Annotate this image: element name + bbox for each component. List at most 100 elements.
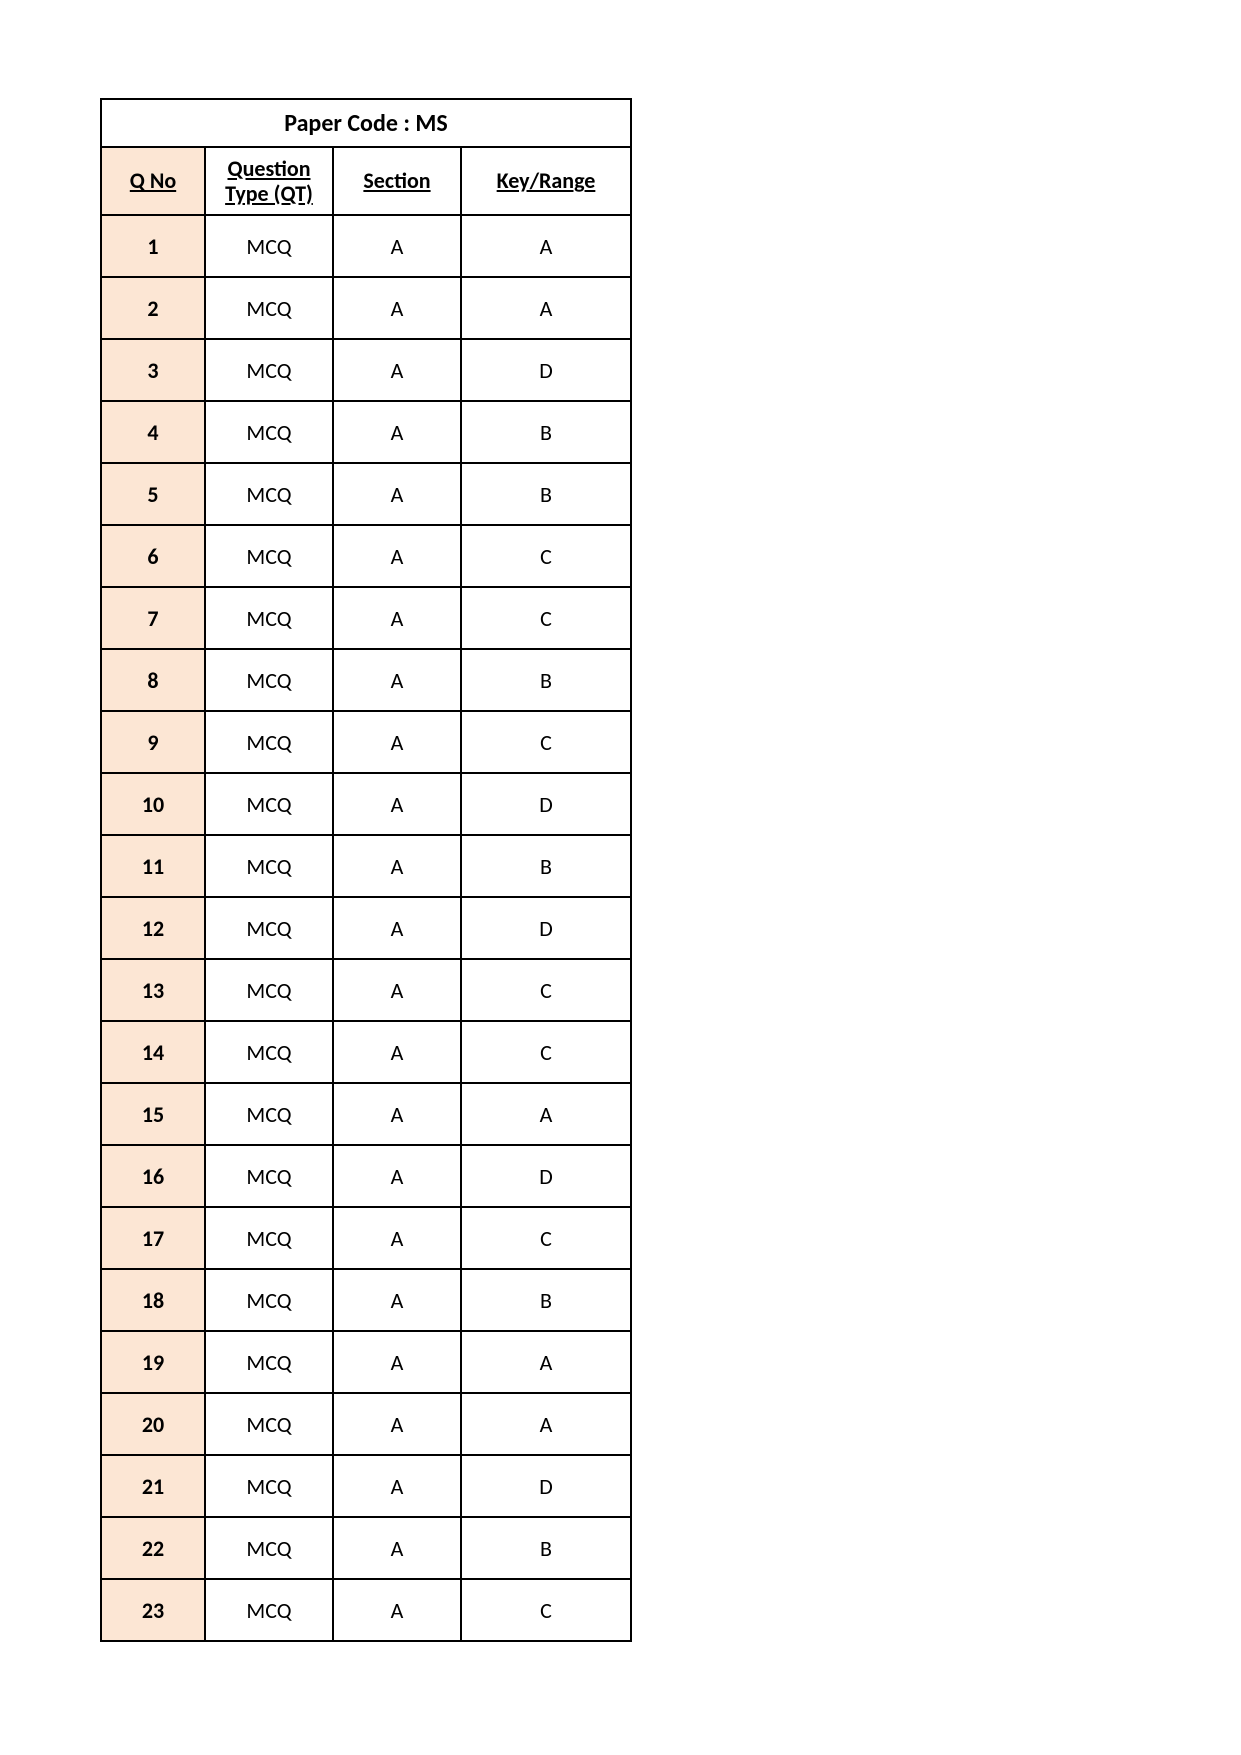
table-row: 4MCQAB [101, 401, 631, 463]
cell-qt: MCQ [205, 1331, 333, 1393]
cell-qno: 14 [101, 1021, 205, 1083]
cell-qt: MCQ [205, 1393, 333, 1455]
table-row: 12MCQAD [101, 897, 631, 959]
cell-section: A [333, 463, 461, 525]
cell-qno: 6 [101, 525, 205, 587]
table-row: 10MCQAD [101, 773, 631, 835]
cell-qno: 11 [101, 835, 205, 897]
cell-key: B [461, 1517, 631, 1579]
cell-qt: MCQ [205, 1083, 333, 1145]
cell-section: A [333, 401, 461, 463]
cell-key: C [461, 711, 631, 773]
cell-section: A [333, 587, 461, 649]
cell-section: A [333, 1083, 461, 1145]
cell-key: B [461, 463, 631, 525]
cell-section: A [333, 1145, 461, 1207]
table-row: 3MCQAD [101, 339, 631, 401]
cell-key: C [461, 525, 631, 587]
cell-key: B [461, 401, 631, 463]
cell-section: A [333, 215, 461, 277]
table-row: 16MCQAD [101, 1145, 631, 1207]
cell-qt: MCQ [205, 1579, 333, 1641]
cell-qt: MCQ [205, 215, 333, 277]
table-header-row: Q No Question Type (QT) Section Key/Rang… [101, 147, 631, 215]
cell-key: D [461, 339, 631, 401]
col-header-qt-line1: Question [227, 155, 310, 182]
cell-section: A [333, 1021, 461, 1083]
cell-key: A [461, 1083, 631, 1145]
cell-section: A [333, 1393, 461, 1455]
cell-key: A [461, 277, 631, 339]
col-header-key: Key/Range [461, 147, 631, 215]
table-row: 14MCQAC [101, 1021, 631, 1083]
cell-key: C [461, 1579, 631, 1641]
table-title: Paper Code : MS [101, 99, 631, 147]
cell-section: A [333, 897, 461, 959]
cell-qno: 10 [101, 773, 205, 835]
cell-qt: MCQ [205, 897, 333, 959]
cell-qt: MCQ [205, 277, 333, 339]
cell-key: D [461, 1145, 631, 1207]
cell-qno: 19 [101, 1331, 205, 1393]
cell-key: C [461, 1021, 631, 1083]
cell-qt: MCQ [205, 773, 333, 835]
cell-qno: 4 [101, 401, 205, 463]
cell-qt: MCQ [205, 1269, 333, 1331]
cell-section: A [333, 525, 461, 587]
col-header-qt-line2: Type (QT) [225, 180, 313, 207]
cell-qno: 8 [101, 649, 205, 711]
cell-qno: 2 [101, 277, 205, 339]
cell-section: A [333, 835, 461, 897]
cell-qt: MCQ [205, 835, 333, 897]
cell-section: A [333, 1269, 461, 1331]
cell-qno: 15 [101, 1083, 205, 1145]
cell-qt: MCQ [205, 959, 333, 1021]
cell-key: D [461, 773, 631, 835]
table-title-row: Paper Code : MS [101, 99, 631, 147]
cell-qt: MCQ [205, 649, 333, 711]
cell-section: A [333, 339, 461, 401]
cell-qno: 3 [101, 339, 205, 401]
table-row: 17MCQAC [101, 1207, 631, 1269]
cell-key: C [461, 587, 631, 649]
cell-qt: MCQ [205, 401, 333, 463]
table-row: 19MCQAA [101, 1331, 631, 1393]
cell-section: A [333, 711, 461, 773]
table-row: 21MCQAD [101, 1455, 631, 1517]
cell-qno: 12 [101, 897, 205, 959]
cell-qno: 18 [101, 1269, 205, 1331]
cell-key: C [461, 959, 631, 1021]
cell-qt: MCQ [205, 587, 333, 649]
cell-key: B [461, 1269, 631, 1331]
page: Paper Code : MS Q No Question Type (QT) … [0, 0, 1241, 1755]
cell-qno: 20 [101, 1393, 205, 1455]
cell-section: A [333, 1517, 461, 1579]
cell-key: D [461, 897, 631, 959]
cell-qt: MCQ [205, 1207, 333, 1269]
table-row: 18MCQAB [101, 1269, 631, 1331]
table-body: 1MCQAA2MCQAA3MCQAD4MCQAB5MCQAB6MCQAC7MCQ… [101, 215, 631, 1641]
cell-qt: MCQ [205, 463, 333, 525]
cell-key: A [461, 1393, 631, 1455]
col-header-qt: Question Type (QT) [205, 147, 333, 215]
cell-section: A [333, 1207, 461, 1269]
cell-qno: 21 [101, 1455, 205, 1517]
cell-qt: MCQ [205, 1145, 333, 1207]
cell-qno: 1 [101, 215, 205, 277]
cell-section: A [333, 1331, 461, 1393]
cell-qno: 17 [101, 1207, 205, 1269]
cell-key: C [461, 1207, 631, 1269]
table-row: 15MCQAA [101, 1083, 631, 1145]
answer-key-table: Paper Code : MS Q No Question Type (QT) … [100, 98, 632, 1642]
table-row: 1MCQAA [101, 215, 631, 277]
table-row: 11MCQAB [101, 835, 631, 897]
cell-key: B [461, 649, 631, 711]
cell-qt: MCQ [205, 1455, 333, 1517]
table-row: 20MCQAA [101, 1393, 631, 1455]
cell-key: B [461, 835, 631, 897]
table-row: 5MCQAB [101, 463, 631, 525]
cell-section: A [333, 1579, 461, 1641]
cell-key: D [461, 1455, 631, 1517]
cell-section: A [333, 959, 461, 1021]
table-row: 8MCQAB [101, 649, 631, 711]
